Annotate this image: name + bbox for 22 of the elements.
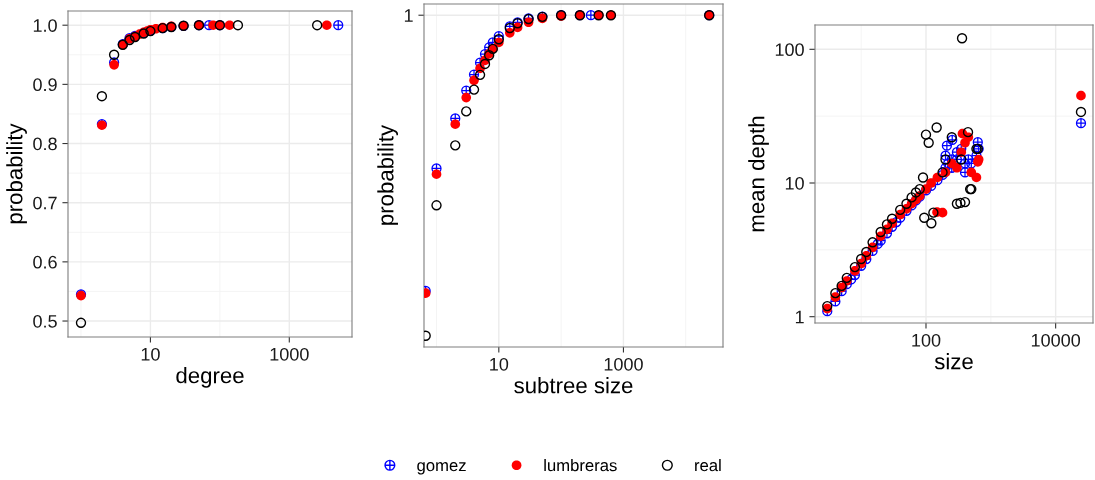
y-tick-label: 1 xyxy=(795,310,804,324)
y-axis-title: mean depth xyxy=(748,116,769,232)
y-tick-label: 10 xyxy=(785,176,804,190)
y-axis-title: probability xyxy=(377,124,398,225)
y-axis-title: probability xyxy=(6,123,27,224)
y-tick-label: 100 xyxy=(775,43,804,57)
y-tick-label: 1.0 xyxy=(33,19,57,32)
x-axis-title: size xyxy=(934,353,973,370)
x-tick-label: 10000 xyxy=(1031,333,1081,347)
x-tick-label: 1000 xyxy=(604,357,643,371)
x-axis-title: degree xyxy=(176,367,244,388)
text: 1 xyxy=(404,9,413,22)
y-tick-label: 0.8 xyxy=(33,137,57,151)
legend-label: real xyxy=(695,459,721,472)
y-tick-label: 0.7 xyxy=(33,196,57,210)
x-tick-label: 1000 xyxy=(270,347,309,361)
legend-label: gomez xyxy=(417,462,466,475)
y-tick-label: 0.5 xyxy=(33,314,57,328)
legend-label: lumbreras xyxy=(544,459,617,472)
x-axis-title: subtree size xyxy=(514,377,633,394)
y-tick-label: 0.9 xyxy=(33,78,57,92)
y-tick-label: 0.6 xyxy=(33,255,57,269)
